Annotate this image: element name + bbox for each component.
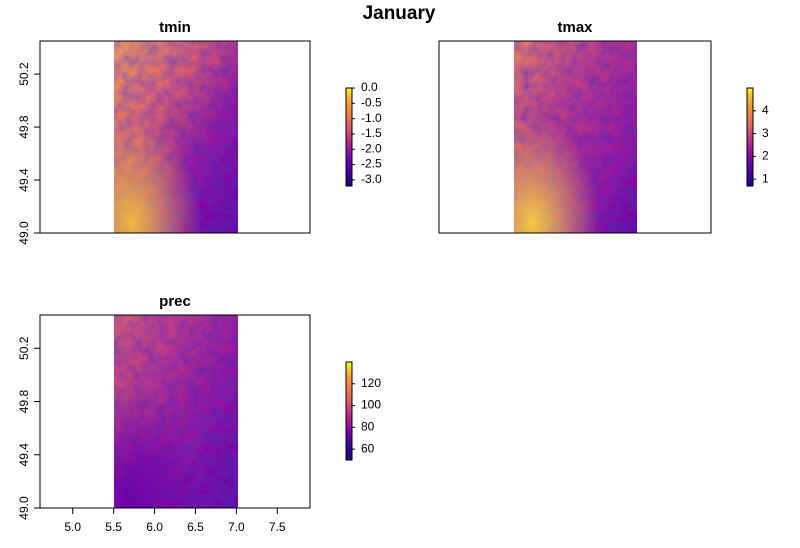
tmin-ytick-label: 50.2 bbox=[17, 62, 31, 86]
tmin-plot-frame bbox=[39, 40, 311, 234]
prec-legend-label: 120 bbox=[361, 376, 381, 390]
tmax-raster-highlight bbox=[514, 41, 637, 233]
tmin-panel-title: tmin bbox=[159, 19, 191, 36]
prec-legend-label: 60 bbox=[361, 441, 375, 455]
prec-xtick-label: 5.0 bbox=[64, 520, 81, 534]
tmin-legend-label: -1.0 bbox=[361, 111, 382, 125]
tmin-legend-label: -1.5 bbox=[361, 126, 382, 140]
tmin-legend-label: -2.5 bbox=[361, 157, 382, 171]
prec-xtick-label: 6.5 bbox=[187, 520, 204, 534]
panel-prec: prec 49.0 49.4 49.8 50.2 5.0 5.5 6.0 6.5 7.0 7.5 12… bbox=[17, 293, 381, 534]
tmax-legend-label: 1 bbox=[762, 171, 769, 185]
tmax-legend-label: 3 bbox=[762, 126, 769, 140]
tmin-ytick-label: 49.4 bbox=[17, 168, 31, 192]
prec-panel-title: prec bbox=[159, 293, 191, 310]
panel-tmin: tmin 49.0 49.4 49.8 50.2 0.0-0.5 -1.0-1.5-2.0 -… bbox=[17, 19, 382, 245]
prec-legend-bar bbox=[345, 361, 353, 461]
tmin-legend-label: -0.5 bbox=[361, 95, 382, 109]
tmin-raster-highlight bbox=[114, 41, 238, 233]
tmax-legend-bar bbox=[746, 87, 754, 187]
prec-xtick-label: 7.5 bbox=[269, 520, 286, 534]
prec-ytick-label: 49.0 bbox=[17, 496, 31, 520]
prec-ytick-label: 49.4 bbox=[17, 443, 31, 467]
tmax-panel-title: tmax bbox=[557, 19, 593, 36]
prec-raster-highlight bbox=[114, 315, 238, 508]
prec-ytick-label: 50.2 bbox=[17, 336, 31, 360]
prec-ytick-label: 49.8 bbox=[17, 390, 31, 414]
tmax-legend-label: 2 bbox=[762, 149, 769, 163]
prec-xtick-label: 5.5 bbox=[105, 520, 122, 534]
tmin-legend-label: 0.0 bbox=[361, 80, 378, 94]
prec-legend-label: 100 bbox=[361, 398, 381, 412]
tmax-plot-frame bbox=[438, 40, 712, 234]
tmin-legend-label: -3.0 bbox=[361, 172, 382, 186]
prec-plot-frame bbox=[39, 314, 311, 509]
panels: tmin 49.0 49.4 49.8 50.2 0.0-0.5 -1.0-1.5-2.0 -… bbox=[17, 19, 769, 534]
tmax-legend-label: 4 bbox=[762, 103, 769, 117]
prec-xtick-label: 7.0 bbox=[228, 520, 245, 534]
prec-xtick-label: 6.0 bbox=[146, 520, 163, 534]
tmin-legend-bar bbox=[345, 87, 353, 187]
tmin-ytick-label: 49.8 bbox=[17, 115, 31, 139]
prec-legend-label: 80 bbox=[361, 420, 375, 434]
panel-tmax: tmax 4 3 2 1 bbox=[438, 19, 769, 234]
figure-title: January bbox=[363, 3, 436, 24]
tmin-ytick-label: 49.0 bbox=[17, 221, 31, 245]
tmin-legend-label: -2.0 bbox=[361, 141, 382, 155]
